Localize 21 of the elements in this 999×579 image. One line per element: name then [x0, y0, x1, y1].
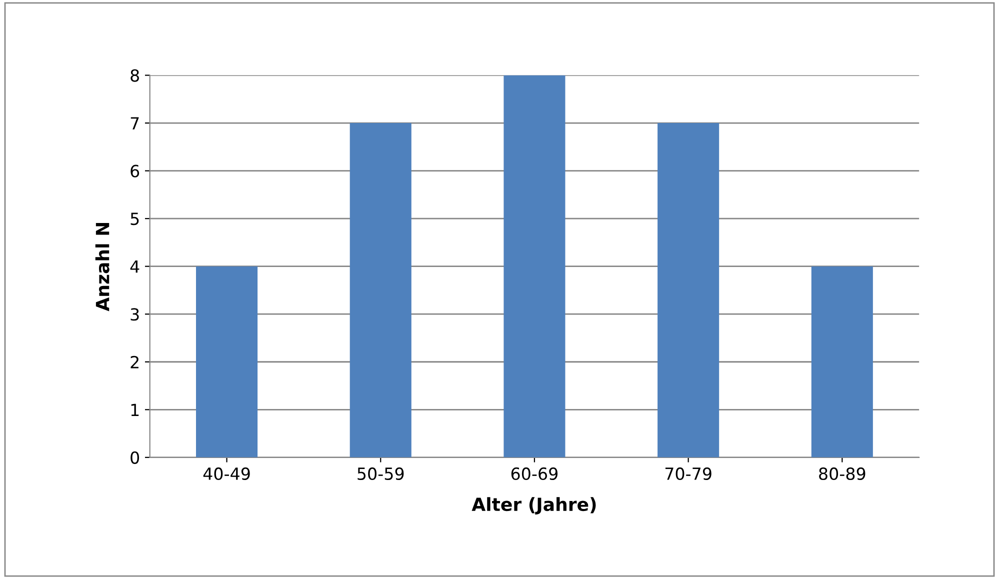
- y-tick-label: 2: [130, 356, 138, 368]
- x-tick-label: 50-59: [358, 467, 404, 480]
- bar: [196, 266, 258, 458]
- x-tick-label: 70-79: [665, 467, 712, 480]
- y-tick-label: 1: [131, 404, 139, 416]
- y-tick-label: 7: [130, 117, 139, 130]
- bar: [504, 75, 566, 458]
- y-tick-label: 3: [130, 308, 139, 321]
- bar: [350, 123, 412, 458]
- bar: [811, 266, 873, 458]
- y-axis-title: Anzahl N: [95, 223, 110, 312]
- y-tick-label: 4: [130, 260, 140, 273]
- y-tick-label: 5: [130, 212, 139, 226]
- bar: [658, 123, 720, 458]
- y-tick-label: 8: [130, 69, 139, 82]
- y-tick-label: 0: [130, 451, 140, 464]
- x-axis-title: Alter (Jahre): [472, 497, 596, 514]
- y-tick-label: 6: [130, 164, 140, 178]
- x-tick-label: 80-89: [819, 467, 866, 480]
- x-tick-label: 40-49: [203, 467, 250, 480]
- x-tick-label: 60-69: [511, 467, 558, 480]
